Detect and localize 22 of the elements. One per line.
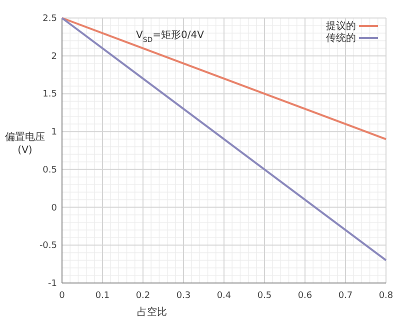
y-axis-title: 偏置电压 (V) [5, 131, 45, 156]
x-tick-label: 0.3 [176, 291, 191, 301]
x-tick-label: 0.7 [338, 291, 353, 301]
x-tick-label: 0 [59, 291, 66, 301]
y-tick-label: 0 [51, 203, 58, 214]
x-tick-label: 0.1 [95, 291, 110, 301]
y-tick-label: -0.5 [39, 241, 57, 252]
x-tick-label: 0.6 [298, 291, 312, 301]
y-tick-label: 1 [51, 128, 57, 138]
x-tick-label: 0.4 [216, 291, 232, 301]
annotation: V$_{SD}$=矩形0/4V [136, 29, 204, 44]
y-tick-label: 0.5 [42, 165, 57, 176]
x-tick-label: 0.8 [378, 291, 394, 301]
x-axis-title: 占空比 [137, 306, 167, 318]
y-tick-label: 2 [51, 52, 57, 62]
y-tick-label: 1.5 [42, 90, 57, 100]
legend-label: 传统的 [326, 32, 356, 44]
x-tick-label: 0.2 [136, 291, 150, 301]
y-tick-label: -1 [48, 279, 57, 289]
y-tick-label: 2.5 [42, 14, 57, 24]
legend-label: 提议的 [326, 20, 356, 32]
x-tick-label: 0.5 [257, 291, 272, 301]
